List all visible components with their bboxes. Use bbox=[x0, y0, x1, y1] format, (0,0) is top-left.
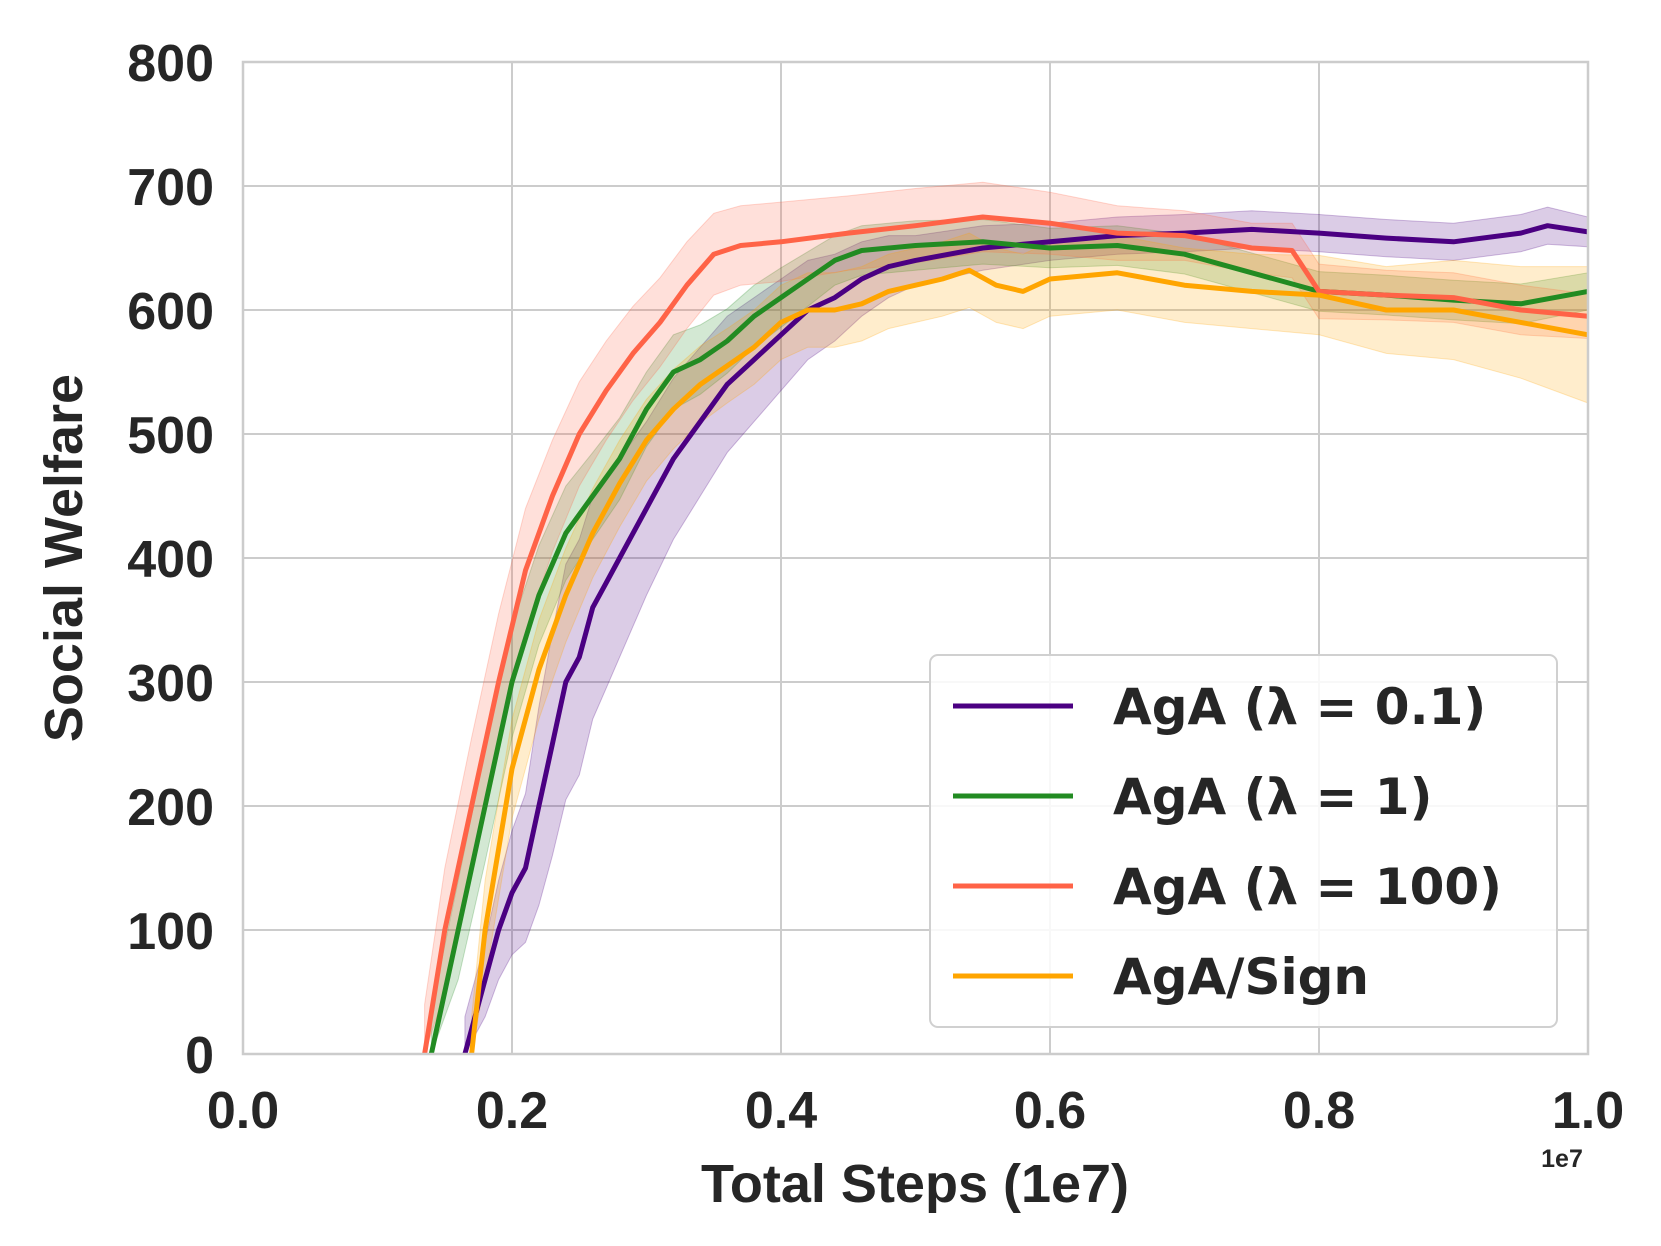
y-tick-label: 400 bbox=[127, 531, 214, 589]
y-tick-label: 700 bbox=[127, 159, 214, 217]
x-tick-label: 0.2 bbox=[476, 1082, 548, 1140]
legend-label-2: AgA (λ = 100) bbox=[1113, 858, 1502, 916]
plot-frame bbox=[241, 60, 1590, 1056]
y-tick-labels: 0 100 200 300 400 500 600 700 800 bbox=[127, 35, 214, 1085]
series-line-2 bbox=[422, 214, 1589, 1055]
y-tick-label: 200 bbox=[127, 779, 214, 837]
x-axis-label: Total Steps (1e7) bbox=[701, 1154, 1129, 1214]
legend-label-0: AgA (λ = 0.1) bbox=[1113, 678, 1486, 736]
y-tick-label: 300 bbox=[127, 655, 214, 713]
series-line-3 bbox=[469, 267, 1589, 1055]
y-tick-label: 800 bbox=[127, 35, 214, 93]
y-tick-label: 500 bbox=[127, 407, 214, 465]
x-tick-label: 1.0 bbox=[1552, 1082, 1624, 1140]
legend-label-3: AgA/Sign bbox=[1113, 948, 1369, 1006]
x-tick-label: 0.8 bbox=[1283, 1082, 1355, 1140]
legend-label-1: AgA (λ = 1) bbox=[1113, 768, 1432, 826]
y-axis-label: Social Welfare bbox=[34, 374, 94, 742]
y-tick-label: 100 bbox=[127, 903, 214, 961]
y-tick-label: 600 bbox=[127, 283, 214, 341]
legend: AgA (λ = 0.1) AgA (λ = 1) AgA (λ = 100) AgA… bbox=[929, 654, 1558, 1028]
legend-box bbox=[929, 654, 1558, 1028]
x-tick-labels: 0.0 0.2 0.4 0.6 0.8 1.0 bbox=[207, 1082, 1624, 1140]
x-tick-label: 0.0 bbox=[207, 1082, 279, 1140]
x-tick-label: 0.6 bbox=[1014, 1082, 1086, 1140]
series-line-0 bbox=[462, 223, 1589, 1055]
series-line-1 bbox=[428, 239, 1589, 1055]
y-tick-label: 0 bbox=[185, 1027, 214, 1085]
series-lines bbox=[422, 214, 1589, 1055]
x-offset-label: 1e7 bbox=[1541, 1145, 1583, 1173]
x-tick-label: 0.4 bbox=[745, 1082, 817, 1140]
